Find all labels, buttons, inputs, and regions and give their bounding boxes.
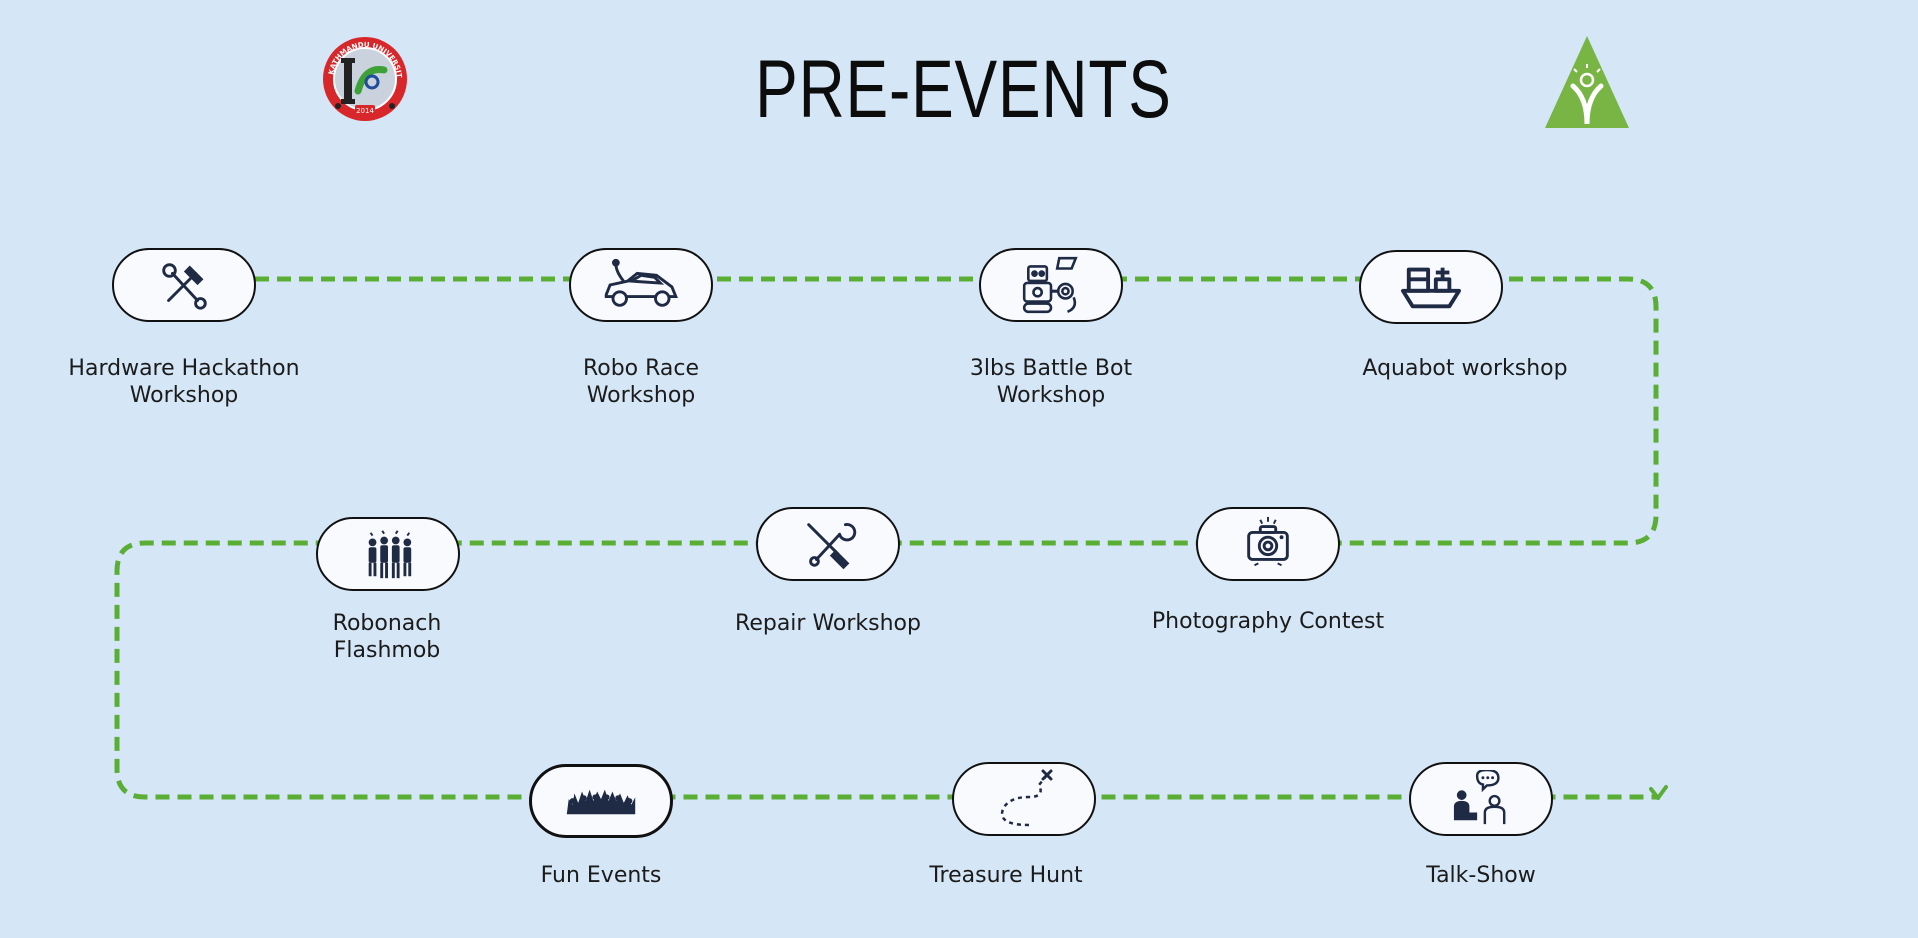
event-label: Aquabot workshop (1362, 356, 1568, 381)
race-car-icon (604, 258, 678, 307)
page-title: PRE-EVENTS (755, 44, 1172, 135)
talk-show-icon (1453, 770, 1506, 825)
event-node-robonach-flashmob[interactable] (316, 517, 460, 591)
dancing-crowd-icon (368, 530, 412, 579)
hammer-wrench-icon (162, 263, 207, 310)
event-label: Treasure Hunt (929, 863, 1083, 888)
robot-gear-icon (1022, 256, 1078, 314)
event-node-repair-workshop[interactable] (756, 507, 900, 581)
event-node-treasure-hunt[interactable] (952, 762, 1096, 836)
event-label: Hardware Hackathon Workshop (68, 356, 300, 408)
event-label: Photography Contest (1151, 609, 1385, 634)
treasure-map-path-icon (1000, 769, 1053, 827)
robotics-club-logo: KATHMANDU UNIVERSITY ROBOTICS CLUB 2014 (318, 30, 408, 122)
event-node-photography-contest[interactable] (1196, 507, 1340, 581)
cheering-crowd-icon (566, 789, 636, 815)
event-label: Fun Events (540, 863, 662, 888)
event-label: Robo Race Workshop (582, 356, 700, 408)
event-label: Robonach Flashmob (332, 611, 442, 663)
event-node-battle-bot[interactable] (979, 248, 1123, 322)
event-node-hardware-hackathon[interactable] (112, 248, 256, 322)
event-label: 3lbs Battle Bot Workshop (969, 356, 1133, 408)
path-end-arrow (1649, 785, 1668, 800)
green-triangle-logo (1545, 36, 1629, 128)
event-node-fun-events[interactable] (529, 764, 673, 838)
boat-icon (1401, 267, 1461, 309)
event-label: Repair Workshop (735, 611, 921, 636)
screwdriver-wrench-icon (807, 523, 857, 570)
event-label: Talk-Show (1426, 863, 1536, 888)
event-node-talk-show[interactable] (1409, 762, 1553, 836)
camera-icon (1247, 516, 1289, 567)
seal-year: 2014 (356, 107, 374, 115)
event-node-robo-race[interactable] (569, 248, 713, 322)
event-node-aquabot[interactable] (1359, 250, 1503, 324)
